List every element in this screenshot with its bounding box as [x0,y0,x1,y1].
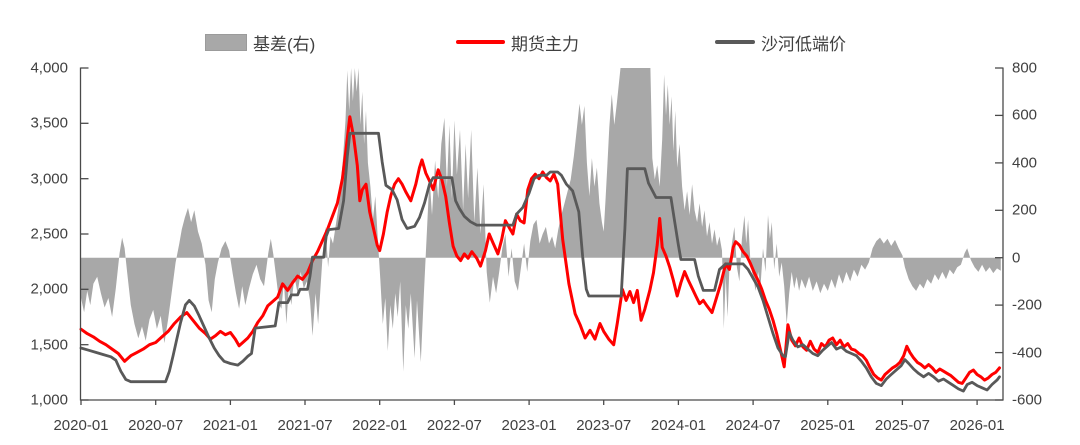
x-tick-label: 2026-01 [949,417,1005,434]
y-right-tick-label: -400 [1012,344,1043,362]
shahe-line-swatch-icon [715,40,755,44]
x-tick-label: 2021-01 [202,417,258,434]
x-tick-label: 2023-07 [576,417,632,434]
x-tick-label: 2022-07 [426,417,482,434]
y-right-tick-label: 0 [1012,249,1021,267]
y-right-tick-label: 200 [1012,201,1038,219]
y-left-tick-label: 4,000 [30,59,68,77]
y-left-tick-label: 3,000 [30,170,68,188]
legend-item-futures: 期货主力 [456,30,579,54]
basis-area-series [81,68,1001,372]
x-tick-label: 2020-01 [53,417,109,434]
x-tick-label: 2024-01 [650,417,706,434]
y-right-tick-label: 800 [1012,59,1038,77]
y-left-tick-label: 1,000 [30,391,68,409]
legend: 基差(右) 期货主力 沙河低端价 [0,30,1080,56]
futures-line-swatch-icon [456,40,505,44]
basis-area-swatch-icon [205,33,247,51]
x-tick-label: 2023-01 [501,417,557,434]
y-left-tick-label: 3,500 [30,114,68,132]
shahe-line-series [79,131,1001,393]
y-left-tick-label: 2,000 [30,280,68,298]
legend-item-basis: 基差(右) [205,30,315,54]
y-right-tick-label: 600 [1012,106,1038,124]
x-tick-label: 2025-01 [800,417,856,434]
legend-label-basis: 基差(右) [253,34,316,54]
y-right-tick-label: -600 [1012,391,1043,409]
x-tick-label: 2024-07 [725,417,781,434]
y-left-tick-label: 1,500 [30,336,68,354]
y-right-tick-label: -200 [1012,296,1043,314]
y-right-tick-label: 400 [1012,154,1038,172]
futures-line-series [79,115,1001,385]
x-tick-label: 2021-07 [277,417,333,434]
x-tick-label: 2025-07 [874,417,930,434]
x-tick-label: 2020-07 [128,417,184,434]
legend-label-shahe: 沙河低端价 [761,34,846,54]
x-tick-label: 2022-01 [352,417,408,434]
y-left-tick-label: 2,500 [30,225,68,243]
legend-item-shahe: 沙河低端价 [715,30,846,54]
legend-label-futures: 期货主力 [511,34,579,54]
